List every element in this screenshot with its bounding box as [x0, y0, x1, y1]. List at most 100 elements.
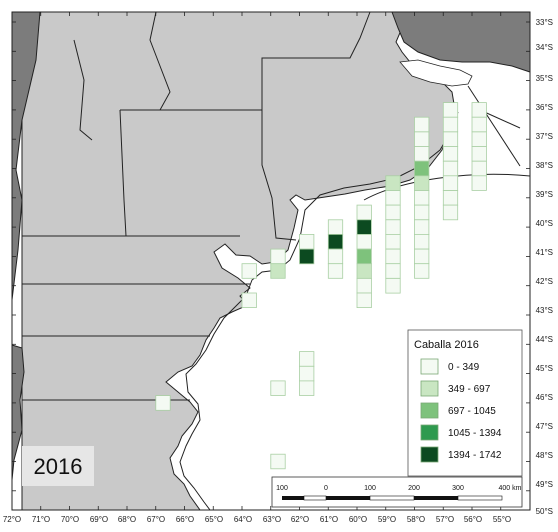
lat-tick-label: 50°S: [536, 507, 553, 516]
catch-cell: [299, 351, 315, 367]
lat-tick-label: 34°S: [536, 43, 553, 52]
catch-cell: [442, 131, 459, 147]
catch-cell: [327, 219, 344, 235]
longitude-labels: 72°O 71°O 70°O 69°O 68°O 67°O 66°O 65°O …: [3, 515, 511, 524]
scale-label: 300: [452, 485, 464, 492]
catch-cell: [471, 146, 487, 162]
catch-cell: [385, 263, 401, 279]
catch-cell: [385, 190, 401, 206]
scale-segment: [282, 496, 304, 500]
scale-bar-box: [271, 476, 523, 508]
catch-cell: [414, 190, 430, 206]
catch-cell: [356, 204, 372, 221]
catch-cell: [442, 204, 459, 221]
lon-tick-label: 62°O: [291, 515, 309, 524]
catch-cell: [414, 116, 430, 133]
lat-tick-label: 37°S: [536, 132, 553, 141]
legend-swatch: [420, 380, 439, 397]
catch-cell: [414, 204, 430, 221]
catch-cell: [356, 277, 372, 294]
catch-cell: [471, 116, 487, 133]
lat-tick-label: 49°S: [536, 480, 553, 489]
catch-cell: [442, 116, 459, 133]
lon-tick-label: 66°O: [176, 515, 194, 524]
legend-title: Caballa 2016: [414, 339, 479, 351]
catch-cell: [414, 233, 430, 250]
legend-label: 349 - 697: [448, 384, 491, 395]
catch-cell: [385, 248, 401, 265]
catch-cell: [385, 175, 401, 191]
catch-cell: [414, 263, 430, 279]
latitude-labels: 33°S 34°S 35°S 36°S 37°S 38°S 39°S 40°S …: [536, 18, 553, 516]
scale-bar: 100 0 100 200 300 400 km: [271, 476, 523, 508]
legend-label: 1045 - 1394: [448, 428, 502, 439]
lon-tick-label: 65°O: [205, 515, 223, 524]
catch-cell: [356, 248, 372, 265]
legend: Caballa 2016 0 - 349 349 - 697 697 - 104…: [407, 329, 523, 477]
scale-label: 0: [324, 485, 328, 492]
lon-tick-label: 57°O: [436, 515, 454, 524]
catch-cell: [471, 102, 487, 118]
catch-cell: [385, 233, 401, 250]
lon-tick-label: 55°O: [493, 515, 511, 524]
lat-tick-label: 40°S: [536, 219, 553, 228]
scale-label: 400 km: [499, 485, 522, 492]
scale-segment: [303, 495, 327, 501]
legend-label: 697 - 1045: [448, 406, 496, 417]
legend-swatch: [420, 446, 439, 463]
catch-grid: [155, 102, 487, 470]
catch-cell: [385, 204, 401, 221]
legend-swatch: [420, 358, 439, 375]
catch-cell: [385, 219, 401, 235]
catch-cell: [414, 160, 430, 177]
lon-tick-label: 60°O: [349, 515, 367, 524]
catch-cell: [241, 263, 257, 279]
lon-tick-label: 58°O: [407, 515, 425, 524]
catch-cell: [442, 102, 459, 118]
catch-cell: [414, 131, 430, 147]
catch-cell: [414, 175, 430, 191]
year-label: 2016: [34, 454, 83, 479]
lat-tick-label: 41°S: [536, 248, 553, 257]
lon-tick-label: 71°O: [32, 515, 50, 524]
lon-tick-label: 61°O: [320, 515, 338, 524]
catch-cell: [356, 219, 372, 235]
maritime-limits: [179, 85, 531, 511]
scale-label: 100: [276, 485, 288, 492]
scale-label: 100: [364, 485, 376, 492]
lon-tick-label: 67°O: [147, 515, 165, 524]
catch-cell: [356, 292, 372, 309]
lat-tick-label: 36°S: [536, 103, 553, 112]
catch-cell: [442, 175, 459, 191]
legend-label: 0 - 349: [448, 362, 480, 373]
scale-segment: [326, 496, 370, 500]
catch-cell: [327, 263, 344, 279]
catch-cell: [471, 131, 487, 147]
lat-tick-label: 33°S: [536, 18, 553, 27]
catch-cell: [327, 233, 344, 250]
catch-cell: [270, 453, 286, 470]
scale-segment: [457, 495, 503, 501]
catch-cell: [299, 365, 315, 382]
rio-de-la-plata: [399, 59, 473, 87]
catch-cell: [414, 219, 430, 235]
lon-tick-label: 59°O: [378, 515, 396, 524]
catch-cell: [471, 175, 487, 191]
catch-cell: [442, 146, 459, 162]
scale-label: 200: [408, 485, 420, 492]
lat-tick-label: 39°S: [536, 190, 553, 199]
lat-tick-label: 46°S: [536, 393, 553, 402]
year-badge-bg: [22, 446, 94, 486]
frame-ticks: [11, 12, 530, 510]
lon-tick-label: 63°O: [263, 515, 281, 524]
scale-segment: [369, 495, 415, 501]
catch-cell: [155, 395, 171, 411]
lat-tick-label: 35°S: [536, 74, 553, 83]
catch-cell: [241, 292, 257, 309]
year-badge: 2016: [22, 446, 94, 486]
lon-tick-label: 56°O: [464, 515, 482, 524]
catch-cell: [414, 146, 430, 162]
catch-cell: [270, 248, 286, 265]
lon-tick-label: 68°O: [118, 515, 136, 524]
lat-tick-label: 42°S: [536, 277, 553, 286]
